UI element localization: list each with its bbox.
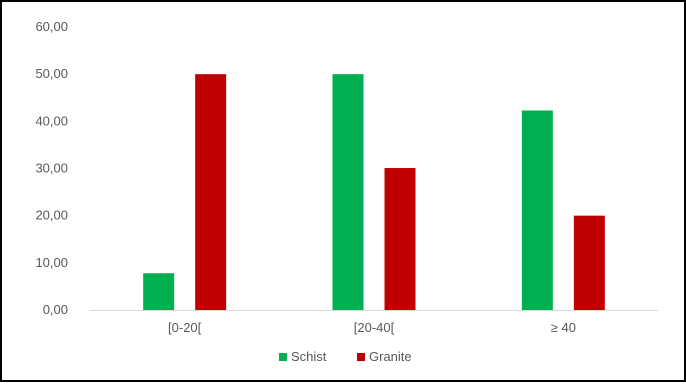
y-tick-label: 60,00	[35, 19, 68, 34]
y-tick-label: 40,00	[35, 113, 68, 128]
bars	[143, 74, 605, 311]
y-tick-label: 50,00	[35, 66, 68, 81]
y-tick-label: 30,00	[35, 161, 68, 176]
bar-schist-0	[143, 273, 175, 310]
bar-granite-2	[573, 215, 605, 310]
bar-schist-2	[521, 110, 553, 310]
bar-granite-0	[195, 74, 227, 311]
x-tick-label: [0-20[	[168, 320, 202, 335]
x-tick-label: ≥ 40	[551, 320, 576, 335]
x-tick-label: [20-40[	[354, 320, 395, 335]
legend-swatch-schist	[279, 353, 287, 361]
y-tick-label: 0,00	[43, 302, 68, 317]
y-tick-label: 10,00	[35, 255, 68, 270]
legend-label-schist: Schist	[291, 349, 327, 364]
y-tick-label: 20,00	[35, 208, 68, 223]
bar-granite-1	[384, 168, 416, 310]
legend-label-granite: Granite	[369, 349, 412, 364]
legend: Schist Granite	[279, 349, 412, 364]
legend-swatch-granite	[357, 353, 365, 361]
x-axis: [0-20[ [20-40[ ≥ 40	[168, 320, 576, 335]
bar-schist-1	[332, 74, 364, 311]
y-axis: 0,00 10,00 20,00 30,00 40,00 50,00 60,00	[35, 19, 68, 317]
